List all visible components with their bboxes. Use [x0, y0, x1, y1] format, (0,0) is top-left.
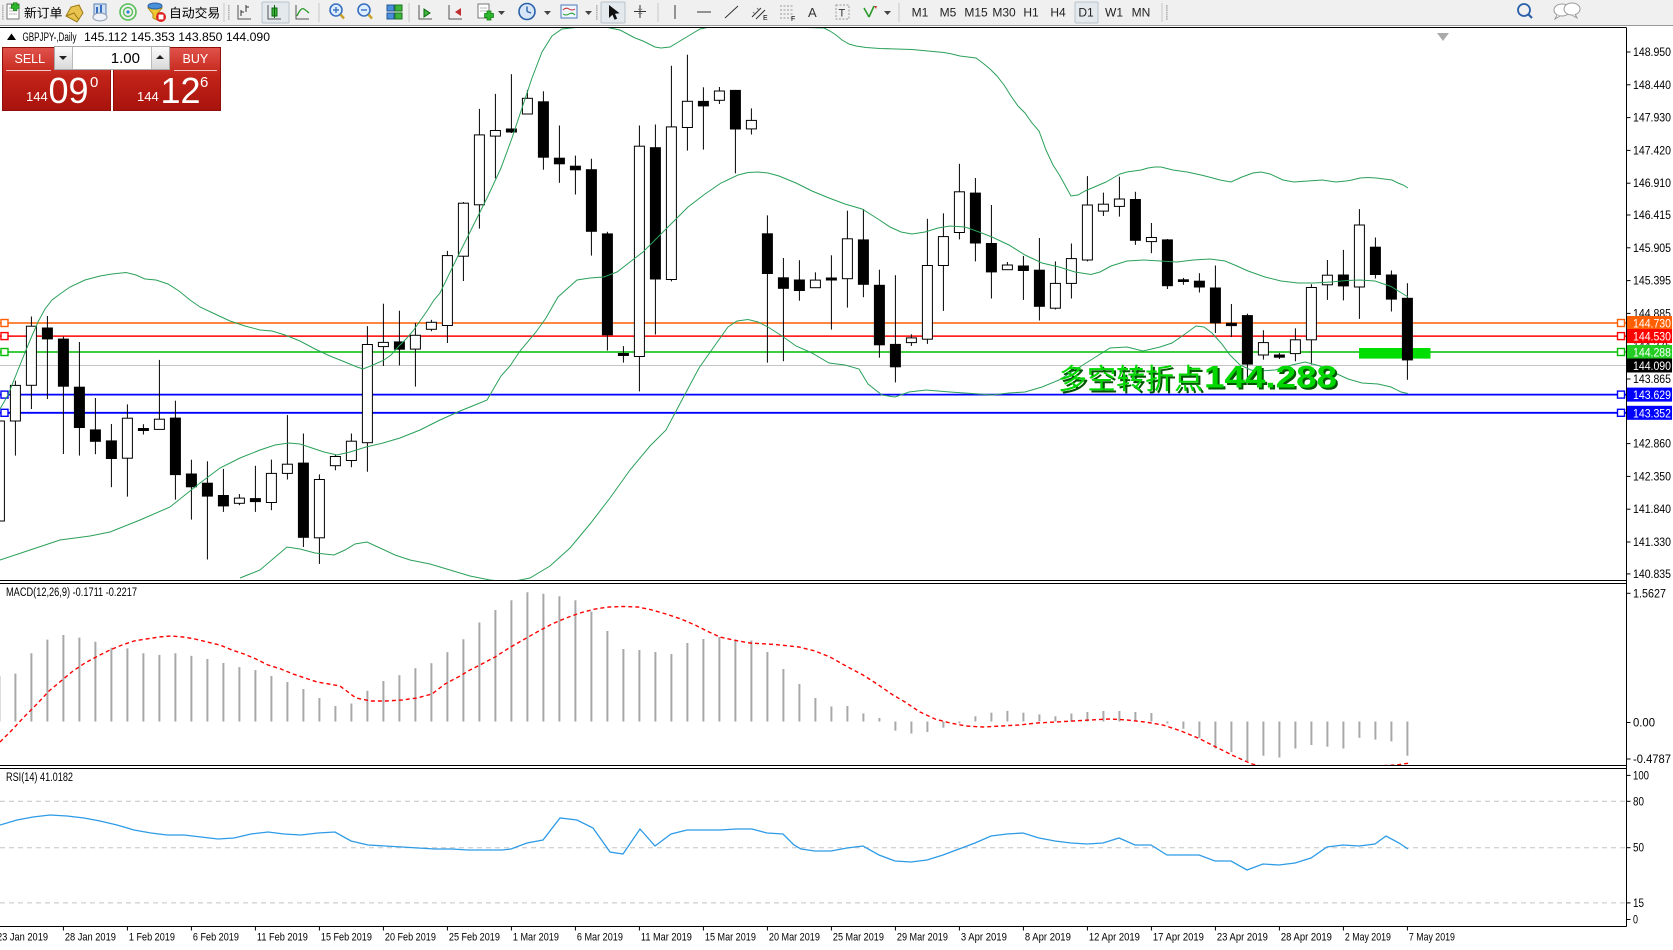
svg-text:144.730: 144.730 — [1633, 319, 1671, 331]
svg-text:8 Apr 2019: 8 Apr 2019 — [1025, 932, 1071, 944]
svg-text:143.865: 143.865 — [1633, 374, 1671, 386]
svg-text:GBPJPY-,Daily: GBPJPY-,Daily — [23, 32, 77, 44]
svg-text:145.395: 145.395 — [1633, 276, 1671, 288]
svg-text:1.5627: 1.5627 — [1633, 588, 1666, 600]
svg-text:A: A — [808, 5, 817, 20]
svg-text:M5: M5 — [940, 6, 957, 20]
svg-text:146.415: 146.415 — [1633, 210, 1671, 222]
svg-text:W1: W1 — [1105, 6, 1123, 20]
svg-text:3 Apr 2019: 3 Apr 2019 — [961, 932, 1007, 944]
svg-text:M15: M15 — [964, 6, 988, 20]
svg-text:142.350: 142.350 — [1633, 471, 1671, 483]
svg-text:17 Apr 2019: 17 Apr 2019 — [1153, 932, 1204, 944]
svg-text:142.860: 142.860 — [1633, 439, 1671, 451]
svg-text:M1: M1 — [912, 6, 929, 20]
svg-text:23 Jan 2019: 23 Jan 2019 — [0, 932, 48, 944]
svg-text:143.629: 143.629 — [1633, 390, 1671, 402]
svg-text:20 Mar 2019: 20 Mar 2019 — [769, 932, 820, 944]
svg-text:-0.4787: -0.4787 — [1633, 754, 1671, 766]
svg-text:11 Mar 2019: 11 Mar 2019 — [641, 932, 692, 944]
svg-text:145.905: 145.905 — [1633, 243, 1671, 255]
svg-text:11 Feb 2019: 11 Feb 2019 — [257, 932, 308, 944]
svg-text:F: F — [791, 16, 795, 23]
svg-text:6 Feb 2019: 6 Feb 2019 — [193, 932, 239, 944]
svg-text:148.950: 148.950 — [1633, 47, 1671, 59]
svg-text:25 Mar 2019: 25 Mar 2019 — [833, 932, 884, 944]
svg-text:6 Mar 2019: 6 Mar 2019 — [577, 932, 623, 944]
svg-text:T: T — [839, 8, 846, 20]
svg-text:20 Feb 2019: 20 Feb 2019 — [385, 932, 436, 944]
svg-text:143.352: 143.352 — [1633, 408, 1671, 420]
svg-text:0.00: 0.00 — [1633, 718, 1655, 730]
svg-text:147.930: 147.930 — [1633, 113, 1671, 125]
svg-text:144.288: 144.288 — [1633, 348, 1671, 360]
svg-text:1 Mar 2019: 1 Mar 2019 — [513, 932, 559, 944]
svg-text:80: 80 — [1633, 796, 1644, 808]
svg-text:50: 50 — [1633, 843, 1644, 855]
svg-text:15: 15 — [1633, 898, 1644, 910]
svg-text:145.112 145.353 143.850 144.09: 145.112 145.353 143.850 144.090 — [84, 32, 270, 44]
svg-text:2 May 2019: 2 May 2019 — [1345, 932, 1391, 944]
svg-text:141.330: 141.330 — [1633, 537, 1671, 549]
svg-text:144.288: 144.288 — [1206, 361, 1339, 397]
svg-text:25 Feb 2019: 25 Feb 2019 — [449, 932, 500, 944]
svg-text:7 May 2019: 7 May 2019 — [1409, 932, 1455, 944]
svg-text:147.420: 147.420 — [1633, 145, 1671, 157]
svg-text:MACD(12,26,9) -0.1711 -0.2217: MACD(12,26,9) -0.1711 -0.2217 — [6, 587, 137, 599]
svg-text:144.090: 144.090 — [1633, 361, 1671, 373]
svg-text:1 Feb 2019: 1 Feb 2019 — [129, 932, 175, 944]
svg-text:MN: MN — [1132, 6, 1151, 20]
svg-text:100: 100 — [1633, 770, 1649, 782]
svg-text:28 Jan 2019: 28 Jan 2019 — [65, 932, 116, 944]
svg-text:148.440: 148.440 — [1633, 80, 1671, 92]
svg-text:144.288: 144.288 — [1204, 359, 1337, 395]
svg-text:12 Apr 2019: 12 Apr 2019 — [1089, 932, 1140, 944]
svg-text:29 Mar 2019: 29 Mar 2019 — [897, 932, 948, 944]
svg-text:M30: M30 — [992, 6, 1016, 20]
svg-text:RSI(14) 41.0182: RSI(14) 41.0182 — [6, 772, 73, 784]
svg-text:H4: H4 — [1050, 6, 1066, 20]
svg-text:144.530: 144.530 — [1633, 332, 1671, 344]
svg-text:141.840: 141.840 — [1633, 504, 1671, 516]
svg-text:0: 0 — [1633, 915, 1638, 927]
svg-text:23 Apr 2019: 23 Apr 2019 — [1217, 932, 1268, 944]
svg-text:E: E — [763, 15, 768, 22]
svg-text:H1: H1 — [1023, 6, 1039, 20]
svg-text:140.835: 140.835 — [1633, 569, 1671, 581]
svg-text:15 Feb 2019: 15 Feb 2019 — [321, 932, 372, 944]
svg-text:28 Apr 2019: 28 Apr 2019 — [1281, 932, 1332, 944]
svg-text:D1: D1 — [1078, 6, 1094, 20]
svg-text:146.910: 146.910 — [1633, 178, 1671, 190]
svg-text:15 Mar 2019: 15 Mar 2019 — [705, 932, 756, 944]
